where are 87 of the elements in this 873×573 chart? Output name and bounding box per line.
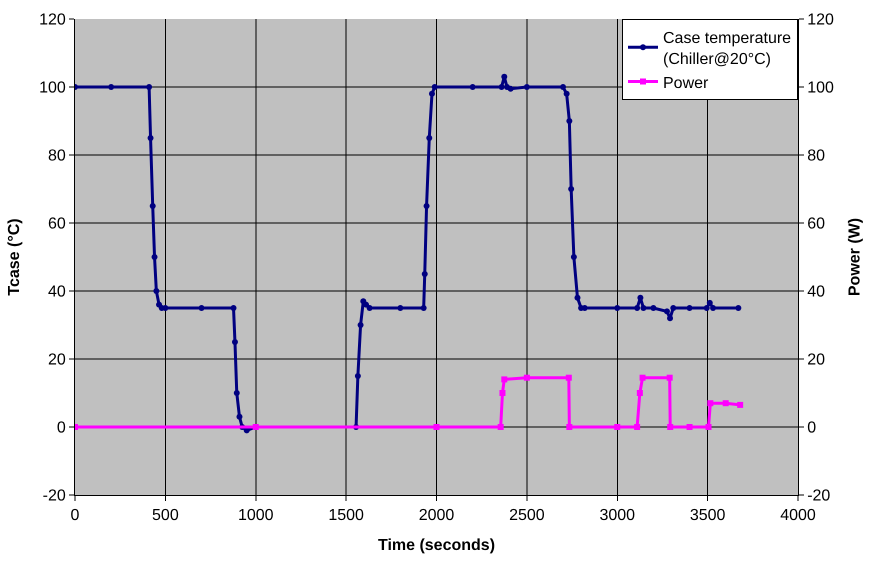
point (470, 84, 476, 90)
point (148, 135, 154, 141)
point (640, 305, 646, 311)
point (640, 374, 646, 381)
point (524, 374, 530, 381)
point (524, 84, 530, 90)
point (666, 374, 673, 381)
y-tick-label: 120 (39, 12, 66, 29)
point (706, 300, 713, 306)
point (574, 294, 580, 301)
point (428, 90, 435, 97)
x-tick-label: 2500 (509, 507, 545, 524)
point (566, 374, 572, 381)
point (230, 305, 237, 311)
y-tick-label: 40 (48, 284, 66, 301)
point (634, 424, 640, 430)
point (236, 414, 242, 420)
point (234, 390, 240, 396)
x-tick-label: 3500 (690, 507, 726, 524)
y2-tick-label: 80 (807, 148, 826, 165)
x-tick-label: 1000 (238, 507, 274, 524)
point (146, 84, 152, 90)
point (570, 254, 577, 260)
x-axis-title: Time (seconds) (378, 536, 496, 554)
x-tick-label: 0 (70, 507, 80, 524)
point (498, 424, 504, 430)
x-tick-label: 4000 (780, 507, 816, 524)
point (108, 84, 114, 90)
point (422, 271, 428, 277)
point (614, 305, 620, 311)
point (735, 305, 742, 311)
point (667, 424, 674, 430)
point (424, 203, 430, 209)
point (232, 339, 238, 345)
point (152, 254, 158, 260)
legend-label: Power (663, 74, 710, 92)
point (153, 288, 160, 294)
point (366, 305, 373, 311)
x-tick-label: 3000 (599, 507, 636, 524)
point (737, 402, 744, 408)
y2-tick-label: 60 (807, 216, 826, 233)
point (566, 424, 572, 430)
y-axis-title: Tcase (°C) (6, 218, 23, 296)
point (432, 84, 438, 90)
point (636, 390, 643, 396)
point (499, 390, 506, 396)
point (564, 90, 570, 97)
point (650, 305, 656, 311)
y2-tick-label: -20 (807, 488, 830, 505)
point (686, 424, 693, 430)
point (670, 305, 676, 311)
point (704, 305, 710, 311)
x-tick-label: 500 (152, 507, 179, 524)
y2-tick-label: 100 (807, 80, 834, 97)
y2-tick-label: 0 (807, 420, 816, 437)
point (560, 84, 566, 90)
y-tick-label: 0 (56, 420, 66, 437)
point (426, 135, 432, 141)
point (434, 424, 440, 430)
point (707, 400, 714, 406)
point (501, 376, 508, 382)
y2-axis-title: Power (W) (846, 218, 864, 296)
y-tick-label: 100 (39, 80, 66, 97)
x-tick-label: 1500 (328, 507, 364, 524)
point (706, 424, 712, 430)
point (354, 373, 361, 379)
point (722, 400, 729, 406)
point (397, 305, 404, 311)
point (420, 305, 427, 311)
y-tick-label: 80 (48, 148, 66, 165)
point (634, 305, 640, 311)
y2-tick-label: 20 (807, 352, 826, 369)
point (150, 203, 156, 209)
point (508, 86, 514, 92)
legend-label: Case temperature (Chiller@20°C) (663, 30, 792, 68)
point (614, 424, 620, 430)
point (566, 118, 572, 124)
point (664, 308, 670, 314)
y-tick-label: 60 (48, 216, 66, 233)
y-tick-label: -20 (42, 488, 66, 505)
y-tick-label: 20 (48, 352, 66, 369)
point (498, 84, 505, 90)
y2-tick-label: 120 (807, 12, 834, 29)
point (568, 186, 574, 192)
point (358, 322, 364, 328)
x-tick-label: 2000 (418, 507, 454, 524)
y2-tick-label: 40 (807, 284, 826, 301)
